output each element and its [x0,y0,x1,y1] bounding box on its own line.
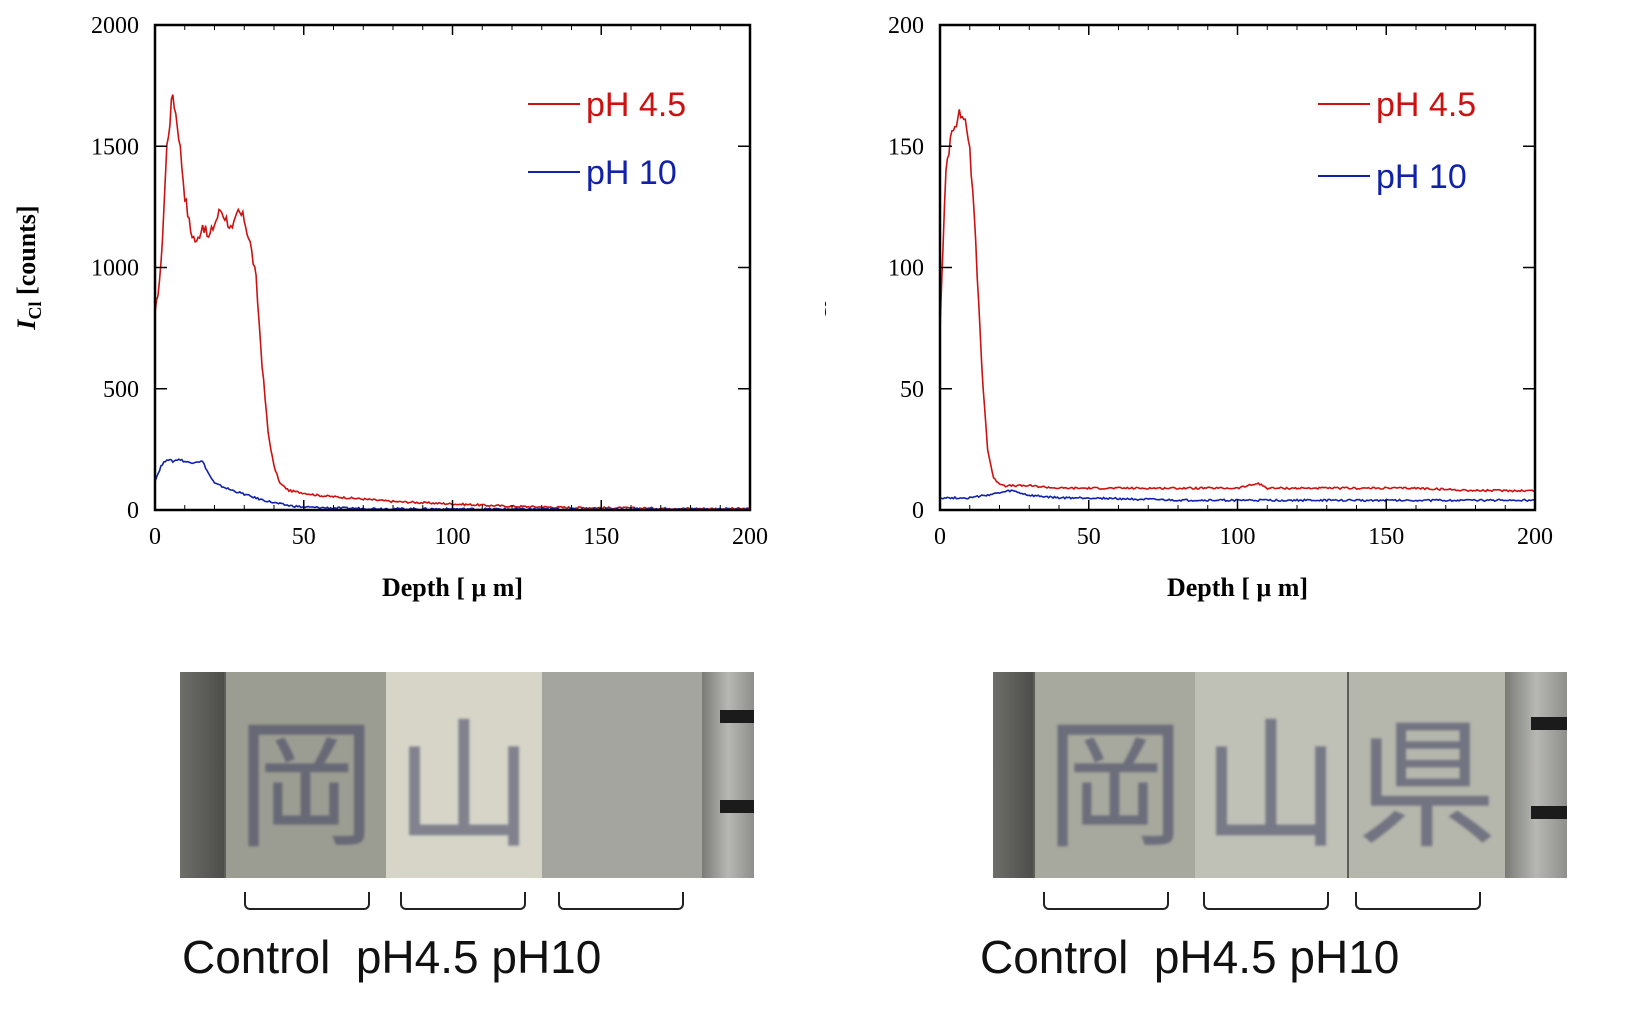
x-tick-label: 200 [1517,524,1553,550]
sample-photo-right: 岡 山 県 [993,672,1567,878]
y-tick-label: 150 [888,134,924,160]
series-line-ph45 [939,109,1536,493]
sample-ph10 [542,672,702,878]
y-tick-label: 0 [912,498,924,524]
bracket-control [1043,892,1169,910]
y-axis-title: ICl [counts] [825,205,830,330]
legend-label: pH 10 [586,154,677,192]
scale-mark [1531,717,1567,730]
chart-right: 0 50 100 150 200 0 50 100 150 200 Depth [ μ m] ICl … [825,13,1553,602]
scale-mark [720,800,754,813]
legend-label: pH 10 [1376,158,1467,196]
photo-frame-left [993,672,1033,878]
sample-captions: Control pH4.5 pH10 [182,931,602,983]
glyph-control: 岡 [1044,706,1185,869]
right-panel: 0 50 100 150 200 0 50 100 150 200 Depth [ μ m] ICl … [825,0,1650,1016]
sample-captions: Control pH4.5 pH10 [980,931,1400,983]
photo-frame-right [1505,672,1567,878]
glyph-ph45: 山 [393,706,534,869]
y-tick-label: 100 [888,256,924,282]
glyph-ph10: 県 [1356,706,1497,869]
y-tick-label: 50 [900,377,924,403]
x-tick-label: 0 [934,524,946,550]
bracket-ph10 [1355,892,1481,910]
x-tick-label: 50 [292,524,316,550]
sample-ph45 [386,672,542,878]
x-tick-label: 150 [1368,524,1404,550]
sample-ph10 [1349,672,1505,878]
glyph-ph45: 山 [1200,706,1341,869]
x-tick-label: 50 [1077,524,1101,550]
scale-mark [1531,806,1567,819]
y-tick-label: 1500 [91,134,139,160]
y-tick-label: 0 [127,498,139,524]
x-axis-title: Depth [ μ m] [1167,573,1308,602]
series-line-ph10 [940,489,1536,503]
sample-photo-left: 岡 山 [180,672,754,878]
photo-frame-right [702,672,754,878]
y-tick-label: 200 [888,13,924,39]
glyph-control: 岡 [235,706,376,869]
bracket-control [244,892,370,910]
bracket-ph45 [400,892,526,910]
y-tick-label: 2000 [91,13,139,39]
sample-ph45 [1195,672,1347,878]
x-tick-label: 100 [435,524,471,550]
legend-label: pH 4.5 [1376,86,1476,124]
x-tick-label: 0 [149,524,161,550]
y-tick-label: 1000 [91,256,139,282]
photo-frame-left [180,672,224,878]
y-axis-title: ICl [counts] [12,205,45,330]
glyph-ph10 [542,672,702,878]
y-tick-label: 500 [103,377,139,403]
x-tick-label: 150 [583,524,619,550]
x-tick-label: 100 [1220,524,1256,550]
legend-label: pH 4.5 [586,86,686,124]
left-panel: 0 50 100 150 200 0 500 1000 1500 2000 Depth [ μ m]… [12,13,768,983]
bracket-ph45 [1203,892,1329,910]
bracket-ph10 [558,892,684,910]
sample-control [1035,672,1195,878]
x-tick-label: 200 [732,524,768,550]
sample-control [226,672,386,878]
scale-mark [720,710,754,723]
x-axis-title: Depth [ μ m] [382,573,523,602]
